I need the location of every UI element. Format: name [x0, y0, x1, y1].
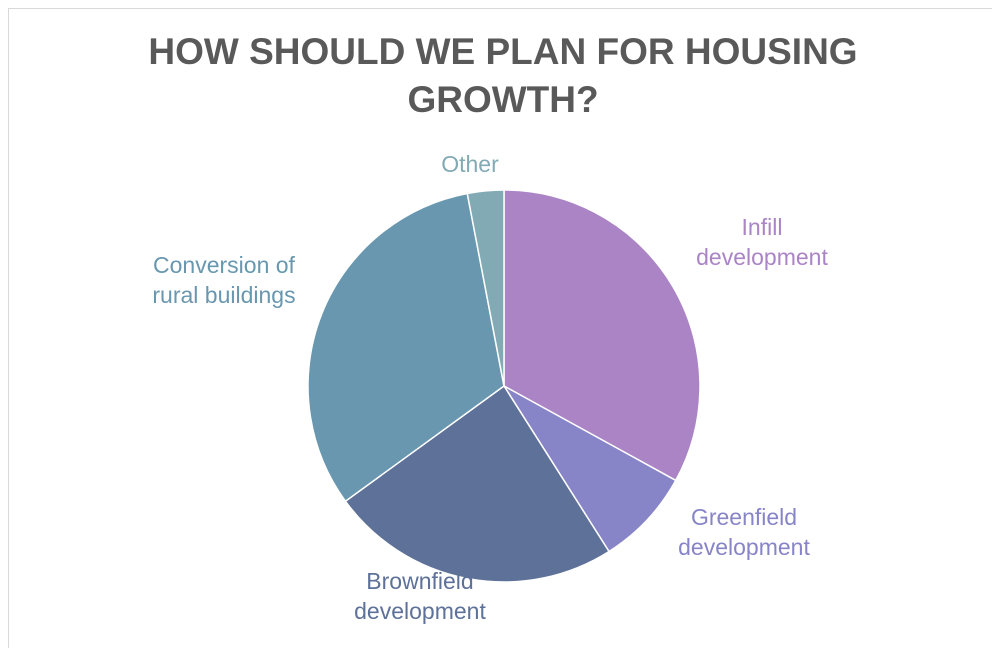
slice-label-line: development — [678, 534, 810, 560]
pie-slices — [307, 189, 701, 583]
pie-slice-other — [466, 189, 505, 387]
slice-label-line: rural buildings — [152, 282, 295, 308]
chart-title: HOW SHOULD WE PLAN FOR HOUSING GROWTH? — [0, 28, 992, 124]
slice-label-line: Greenfield — [691, 504, 797, 530]
slice-label-conversion-of-rural-buildings: Conversion of rural buildings — [152, 252, 295, 308]
slice-label-line: development — [696, 244, 828, 270]
chart-title-line-1: HOW SHOULD WE PLAN FOR HOUSING — [148, 31, 858, 72]
pie-slice-brownfield-development — [344, 384, 611, 583]
pie-slice-greenfield-development — [503, 385, 677, 553]
chart-title-line-2: GROWTH? — [407, 79, 599, 120]
slice-label-line: Other — [441, 151, 499, 177]
slice-label-line: Conversion of — [153, 252, 296, 278]
slice-label-other: Other — [441, 151, 499, 177]
slice-label-line: development — [354, 598, 486, 624]
slice-label-line: Infill — [742, 214, 783, 240]
slice-label-infill-development: Infill development — [696, 214, 828, 270]
pie-slice-conversion-of-rural-buildings — [307, 192, 505, 503]
slice-label-line: Brownfield — [366, 568, 473, 594]
pie-slice-infill-development — [503, 189, 701, 482]
slice-label-greenfield-development: Greenfield development — [678, 504, 810, 560]
slice-label-brownfield-development: Brownfield development — [354, 568, 486, 624]
